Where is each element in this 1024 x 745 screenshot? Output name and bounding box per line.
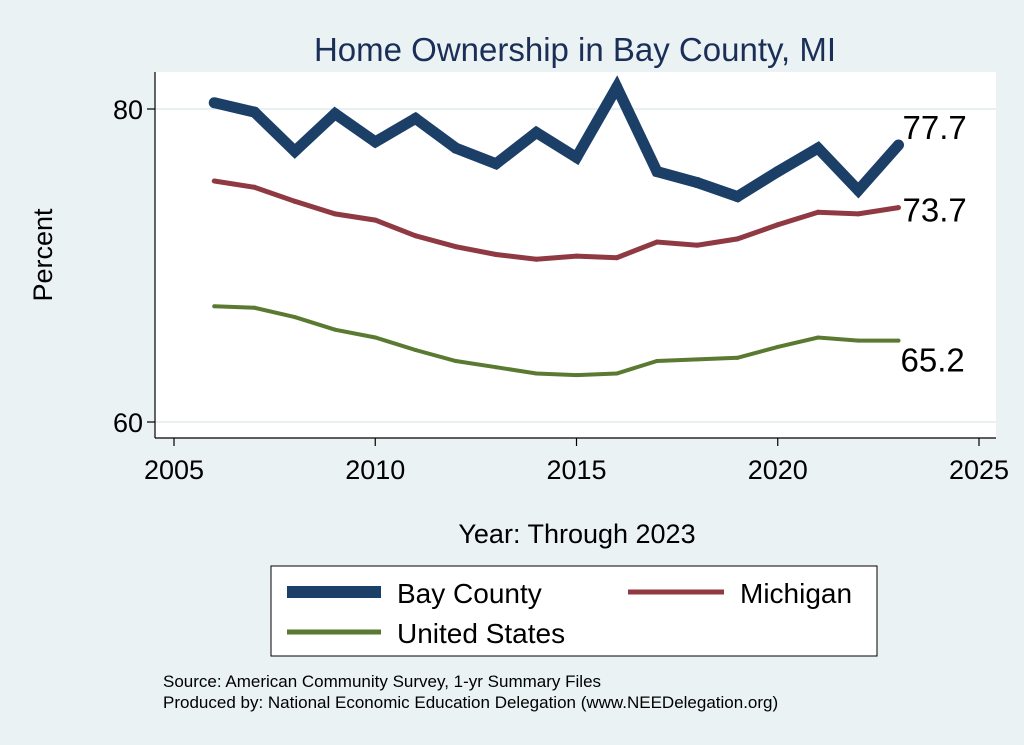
data-point-michigan [211,178,217,184]
data-point-bay-county [812,142,824,154]
data-point-bay-county [893,139,904,151]
chart-title: Home Ownership in Bay County, MI [314,31,836,68]
legend-box [270,565,878,657]
data-point-michigan [735,236,740,242]
data-point-michigan [654,239,660,245]
data-point-bay-county [249,106,260,118]
data-point-united-states [453,358,458,363]
data-point-michigan [533,256,539,262]
series-line-united-states [214,304,899,378]
x-tick-label: 2010 [345,455,405,485]
data-point-michigan [694,242,700,248]
x-axis-title: Year: Through 2023 [458,519,695,549]
data-point-michigan [896,205,901,211]
data-point-michigan [815,209,821,215]
data-point-bay-county [571,152,582,164]
data-point-united-states [655,358,659,363]
data-point-united-states [695,357,700,362]
legend: Bay County Michigan United States [270,565,878,657]
x-tick-label: 2020 [748,455,808,485]
produced-note: Produced by: National Economic Education… [163,693,778,712]
end-label-bay-county: 77.7 [903,109,967,146]
data-point-bay-county [450,142,462,154]
data-point-michigan [413,233,418,239]
source-note: Source: American Community Survey, 1-yr … [163,672,601,691]
data-point-united-states [816,335,820,340]
data-point-michigan [775,222,781,228]
data-point-bay-county [611,81,623,93]
x-tick-label: 2015 [546,455,606,485]
data-point-united-states [494,365,498,370]
data-point-michigan [453,244,459,250]
data-point-united-states [534,371,539,376]
data-point-united-states [574,373,579,378]
data-point-united-states [292,315,297,320]
y-tick-label: 60 [113,408,143,438]
end-label-michigan: 73.7 [903,192,967,229]
data-point-bay-county [208,97,220,109]
data-point-michigan [493,252,499,258]
data-point-united-states [614,371,619,376]
series-line-bay-county [213,75,903,203]
x-tick-label: 2025 [949,455,1009,485]
end-label-united-states: 65.2 [901,342,965,379]
data-point-bay-county [530,126,542,138]
data-point-united-states [252,305,257,310]
data-point-michigan [372,217,378,223]
data-point-united-states [896,338,901,343]
data-point-michigan [292,198,298,204]
legend-label-michigan: Michigan [740,578,852,609]
data-point-bay-county [490,158,502,170]
data-point-michigan [332,211,338,217]
y-axis-title: Percent [28,208,58,302]
data-point-united-states [413,348,418,353]
data-point-bay-county [410,112,421,124]
data-point-united-states [212,304,217,309]
data-point-bay-county [691,177,703,189]
y-tick-label: 80 [113,95,143,125]
data-point-michigan [614,255,620,261]
data-point-bay-county [732,191,743,203]
data-point-bay-county [651,166,663,178]
data-point-bay-county [369,136,381,148]
data-point-bay-county [772,166,784,178]
data-point-bay-county [329,108,341,120]
data-point-united-states [373,335,378,340]
x-tick-label: 2005 [144,455,204,485]
data-point-bay-county [289,145,301,157]
legend-label-united-states: United States [397,618,565,649]
data-point-united-states [775,344,780,349]
series-line-michigan [213,178,899,262]
data-point-michigan [855,211,861,217]
data-point-michigan [252,184,257,190]
data-point-bay-county [852,184,864,196]
data-point-united-states [856,338,861,343]
data-point-united-states [735,355,740,360]
data-point-united-states [333,327,337,332]
legend-label-bay-county: Bay County [397,578,542,609]
data-point-michigan [574,253,579,259]
